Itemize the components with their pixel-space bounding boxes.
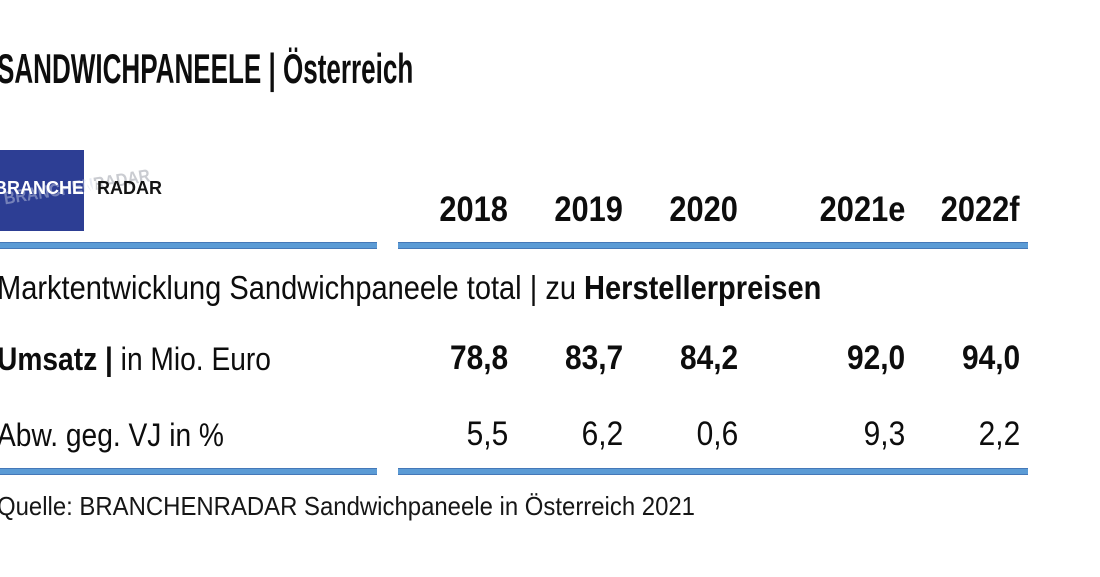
umsatz-value-2022f: 94,0 xyxy=(961,339,1020,377)
logo-part2: RADAR xyxy=(97,178,162,198)
top-divider-left xyxy=(0,242,377,249)
logo-part1: BRANCHEN xyxy=(0,178,97,198)
year-header-2019: 2019 xyxy=(554,190,623,229)
abw-value-2018: 5,5 xyxy=(466,415,508,453)
umsatz-value-2020: 84,2 xyxy=(679,339,738,377)
umsatz-value-2019: 83,7 xyxy=(564,339,623,377)
year-header-2018: 2018 xyxy=(439,190,508,229)
branchenradar-logo: BRANCHENRADAR xyxy=(0,179,162,197)
abw-value-2020: 0,6 xyxy=(696,415,738,453)
abw-value-2021e: 9,3 xyxy=(863,415,905,453)
abw-value-2019: 6,2 xyxy=(581,415,623,453)
section-title-bold: Herstellerpreisen xyxy=(584,269,822,306)
row-abw-label: Abw. geg. VJ in % xyxy=(0,417,224,453)
row-umsatz-label: Umsatz | in Mio. Euro xyxy=(0,343,271,375)
source-line: Quelle: BRANCHENRADAR Sandwichpaneele in… xyxy=(0,491,695,521)
year-header-2021e: 2021e xyxy=(819,190,905,229)
branchenradar-logo-box xyxy=(0,150,84,231)
top-divider-right xyxy=(398,242,1028,249)
bottom-divider-right xyxy=(398,468,1028,475)
umsatz-label-rest: in Mio. Euro xyxy=(120,341,271,377)
umsatz-value-2021e: 92,0 xyxy=(846,339,905,377)
bottom-divider-left xyxy=(0,468,377,475)
page-title: SANDWICHPANEELE | Österreich xyxy=(0,45,414,92)
section-title-prefix: Marktentwicklung Sandwichpaneele total |… xyxy=(0,269,585,306)
umsatz-value-2018: 78,8 xyxy=(449,339,508,377)
abw-value-2022f: 2,2 xyxy=(978,415,1020,453)
umsatz-label-bold: Umsatz | xyxy=(0,341,121,377)
year-header-2022f: 2022f xyxy=(941,190,1020,229)
year-header-2020: 2020 xyxy=(669,190,738,229)
section-title: Marktentwicklung Sandwichpaneele total |… xyxy=(0,271,821,304)
